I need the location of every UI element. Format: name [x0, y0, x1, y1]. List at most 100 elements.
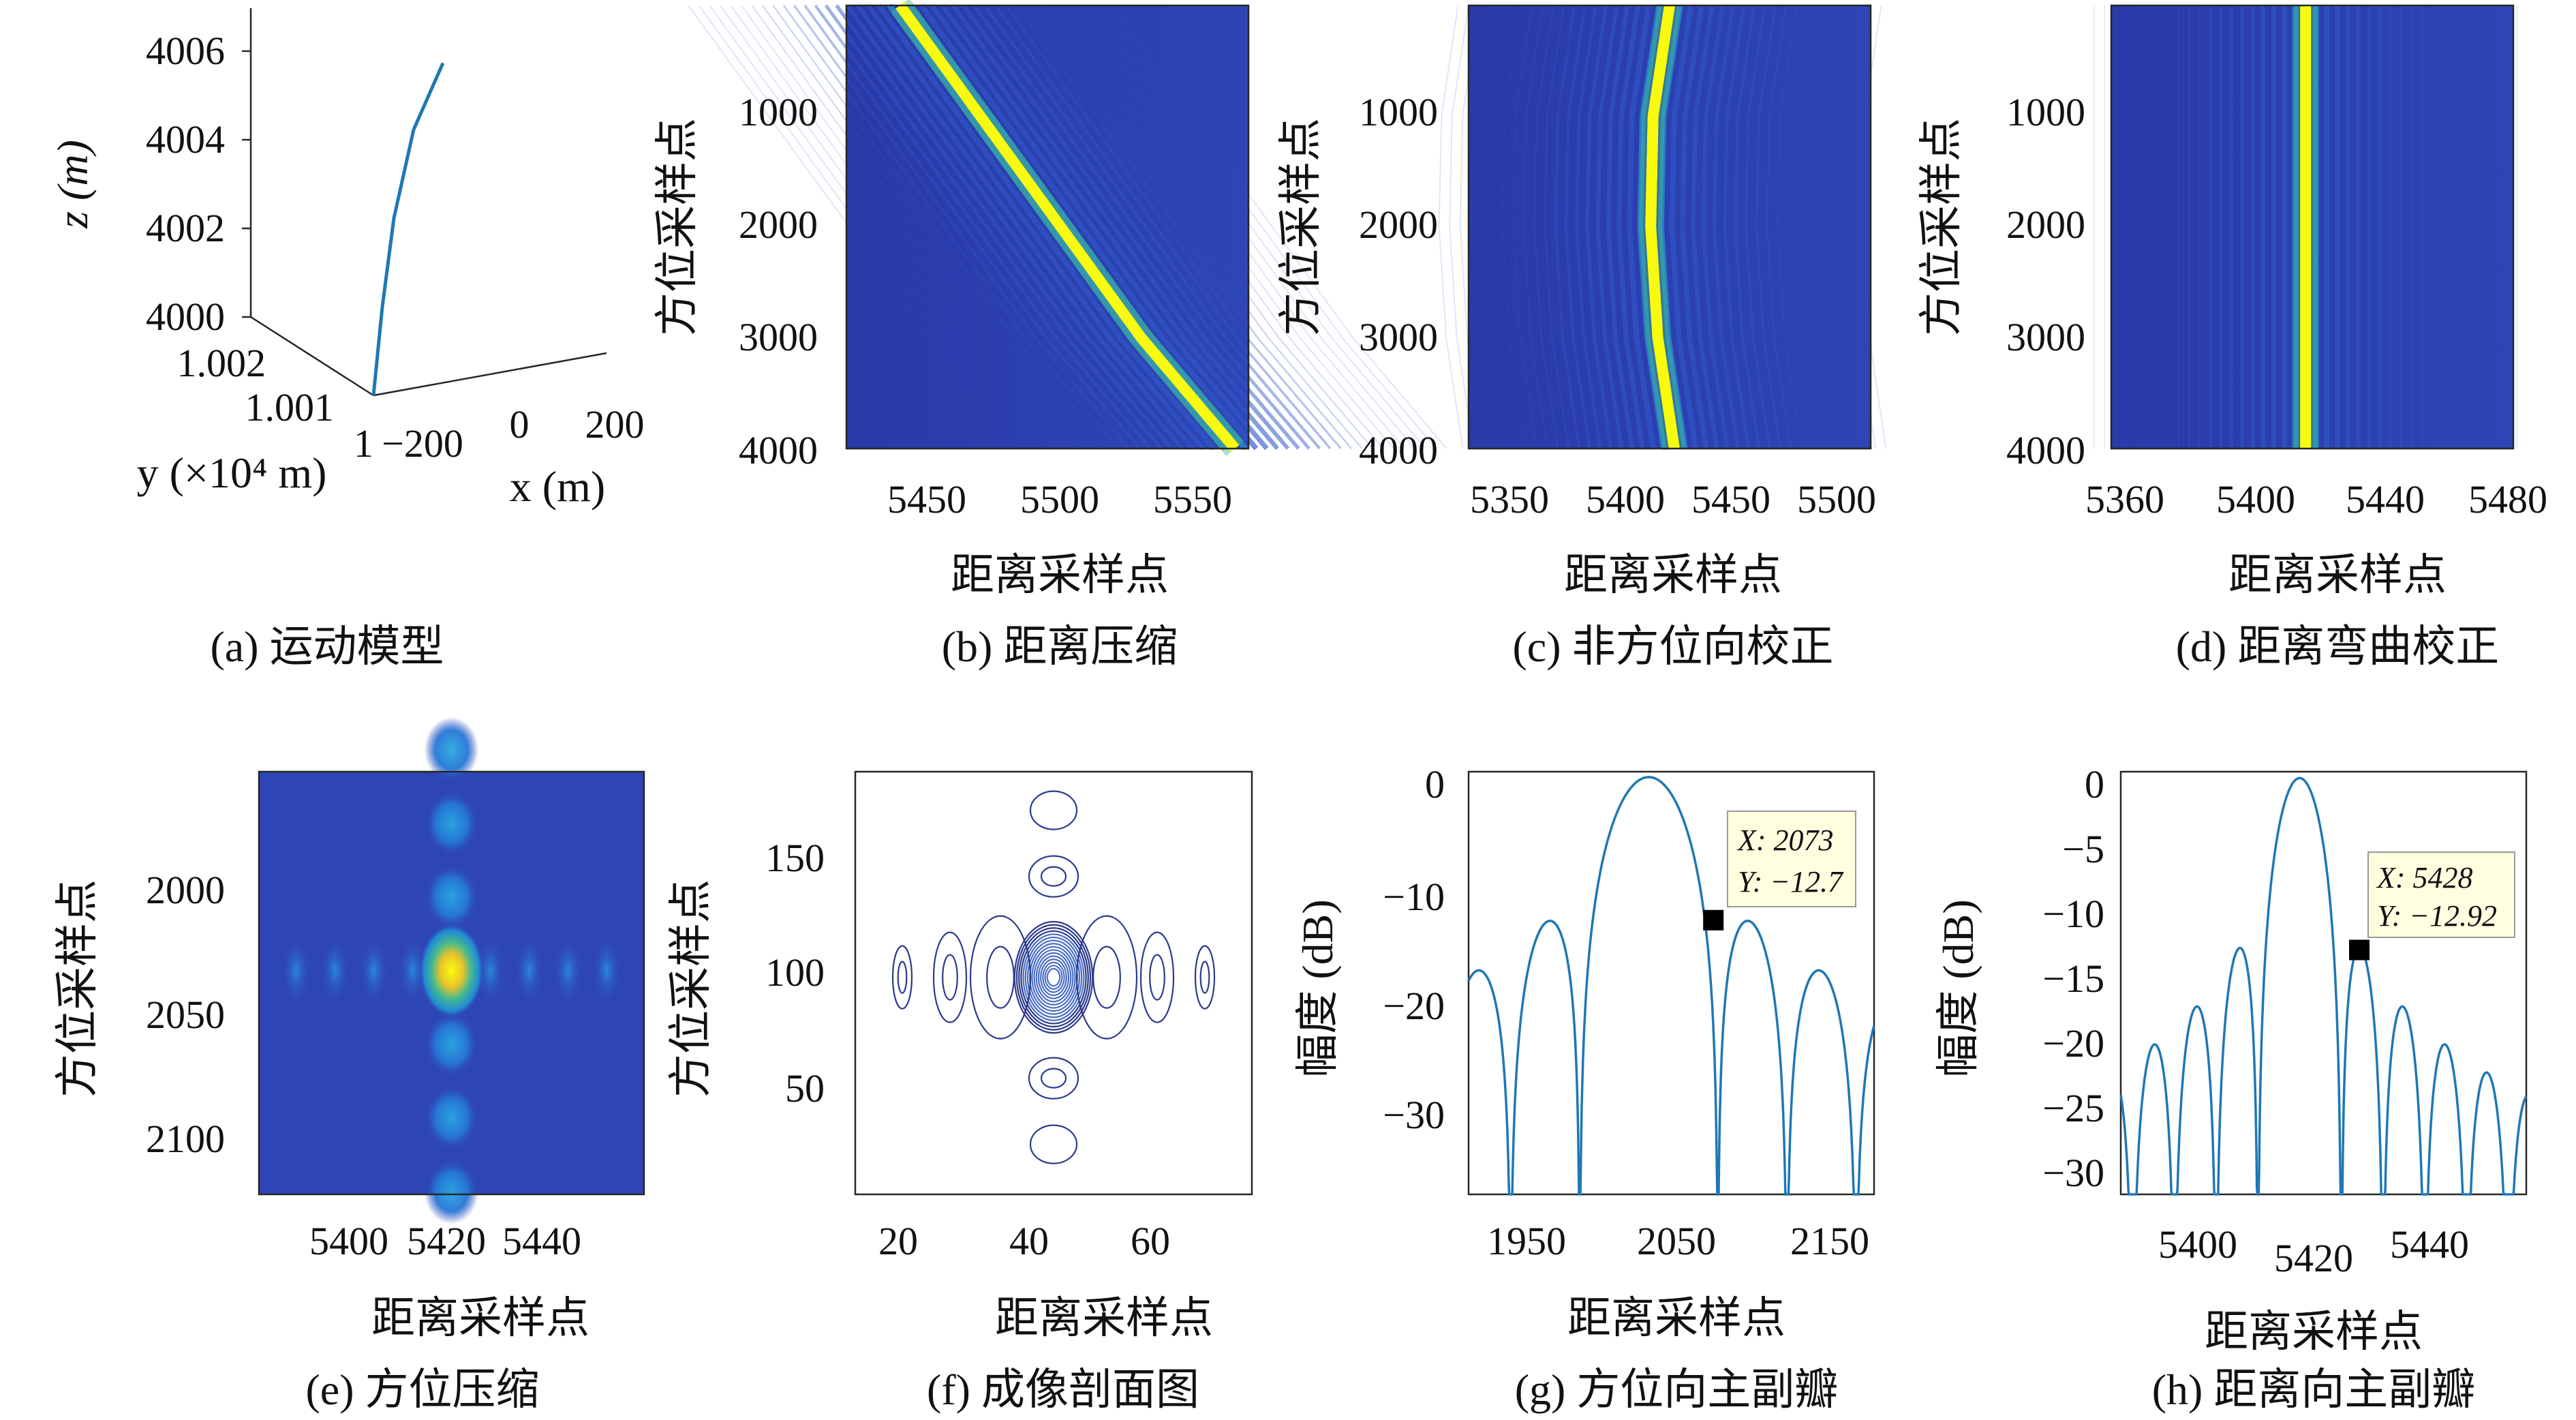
panel-g-xtick: 2050 — [1637, 1219, 1716, 1263]
panel-a-ytick: 1.002 — [177, 341, 266, 385]
panel-a-axes — [242, 8, 607, 397]
panel-b-sidelobe-stripe — [699, 5, 1034, 449]
panel-b-sidelobe-stripe — [794, 5, 1129, 449]
panel-b-sidelobe-stripe — [1080, 5, 1415, 449]
panel-c-target-trajectory — [1645, 4, 1680, 450]
panel-b-sidelobe-stripe — [879, 5, 1214, 449]
panel-g: X: 2073 Y: −12.7 0 −10 −20 −30 1950 2050… — [1293, 762, 1875, 1414]
panel-b-ytick: 2000 — [739, 202, 818, 247]
panel-e-range-sidelobe — [592, 935, 622, 1006]
panel-b-sidelobe-stripe — [964, 5, 1299, 449]
panel-f-azimuth-sidelobe-contour — [1029, 1124, 1078, 1164]
panel-c-sidelobe-stripe — [1577, 5, 1601, 449]
panel-f-azimuth-sidelobe-contour — [1028, 1057, 1079, 1100]
panel-b-sidelobe-stripe — [868, 5, 1203, 449]
panel-e-image-lobes — [281, 716, 622, 1224]
panel-f-range-sidelobe-contour — [1139, 931, 1175, 1023]
panel-h-xlabel: 距离采样点 — [2205, 1308, 2423, 1356]
panel-h-ylabel: 幅度 (dB) — [1934, 899, 1982, 1077]
panel-c-sidelobe-stripe — [1598, 5, 1622, 449]
panel-c-sidelobe-stripe — [1471, 5, 1494, 449]
panel-c-sidelobe-stripe — [1587, 5, 1611, 449]
panel-f-main-contour — [1037, 955, 1070, 999]
panel-a-trajectory — [371, 62, 445, 396]
panel-b: 1000 2000 3000 4000 5450 5500 5550 距离采样点… — [653, 0, 1447, 671]
panel-a-ytick: 1 — [354, 421, 373, 466]
panel-b-sidelobe-stripe — [1006, 5, 1341, 449]
panel-e-azimuth-sidelobe — [424, 1011, 479, 1077]
panel-f-main-contour — [1015, 924, 1092, 1031]
panel-f-main-contour — [1020, 930, 1087, 1025]
panel-b-sidelobe-stripe — [773, 5, 1108, 449]
panel-f-xtick: 20 — [878, 1219, 918, 1263]
panel-b-sidelobe-stripe — [985, 5, 1320, 449]
panel-c-sidelobe-stripe — [1450, 5, 1473, 449]
panel-g-xtick: 1950 — [1487, 1219, 1566, 1263]
panel-a-xtick: 0 — [510, 402, 530, 447]
panel-f-azimuth-sidelobe-contour — [1029, 790, 1078, 830]
panel-c-sidelobe-stripe — [1809, 5, 1833, 449]
panel-e-ytick: 2050 — [146, 993, 225, 1037]
panel-e-xtick: 5420 — [407, 1219, 486, 1263]
panel-a-ztick: 4004 — [146, 117, 225, 162]
panel-e-range-sidelobe — [358, 935, 389, 1006]
panel-e-xtick: 5400 — [309, 1219, 388, 1263]
panel-f-ytick: 100 — [765, 950, 825, 995]
panel-a-xtick: −200 — [382, 421, 463, 466]
panel-g-caption: (g) 方位向主副瓣 — [1515, 1365, 1839, 1414]
panel-c-sidelobe-stripe — [1735, 5, 1759, 449]
panel-c-sidelobe-stripe — [1534, 5, 1558, 449]
panel-c-xtick: 5400 — [1586, 477, 1665, 522]
panel-f-range-sidelobe-contour — [897, 961, 908, 994]
panel-b-sidelobe-stripe — [847, 5, 1182, 449]
panel-c-ytick: 1000 — [1359, 90, 1438, 134]
panel-e-caption: (e) 方位压缩 — [305, 1365, 539, 1414]
panel-c-sidelobe-stripe — [1778, 5, 1802, 449]
panel-b-sidelobe-stripe — [889, 5, 1225, 449]
panel-b-sidelobe-stripe — [1059, 5, 1394, 449]
panel-f-ytick: 50 — [785, 1066, 825, 1111]
panel-a-ylabel: y (×10⁴ m) — [137, 449, 327, 497]
panel-b-sidelobe-stripe — [953, 5, 1288, 449]
panel-g-ytick: −20 — [1383, 984, 1445, 1028]
panel-f-range-sidelobe-contour — [969, 915, 1032, 1040]
panel-b-sidelobe-stripe — [731, 5, 1066, 449]
panel-f-range-sidelobe-contour — [1149, 954, 1165, 1001]
panel-h-ytick: −10 — [2042, 892, 2104, 936]
panel-b-sidelobe-stripe — [1048, 5, 1383, 449]
panel-g-ytick: −30 — [1383, 1093, 1445, 1137]
panel-a-zlabel: z (m) — [48, 140, 97, 229]
panel-f-range-sidelobe-contour — [891, 945, 913, 1010]
panel-f-range-sidelobe-contour — [1075, 915, 1138, 1040]
panel-c-sidelobe-stripe — [1714, 5, 1738, 449]
panel-g-xtick: 2150 — [1790, 1219, 1869, 1263]
panel-f-xtick: 40 — [1009, 1219, 1049, 1263]
panel-c-sidelobe-stripe — [1629, 5, 1653, 449]
panel-b-target-trajectory — [895, 2, 1240, 453]
panel-c-ytick: 2000 — [1359, 202, 1438, 247]
panel-c-sidelobe-stripe — [1608, 5, 1632, 449]
panel-a-caption: (a) 运动模型 — [210, 622, 444, 671]
panel-f-main-contour — [1044, 965, 1063, 990]
panel-h-datatip-marker — [2349, 939, 2370, 961]
panel-b-xtick: 5550 — [1153, 477, 1232, 522]
panel-d-ytick: 4000 — [2006, 428, 2085, 472]
panel-g-datatip — [1727, 811, 1856, 907]
panel-b-sidelobe-stripe — [858, 5, 1193, 449]
panel-g-xlabel: 距离采样点 — [1567, 1294, 1785, 1342]
panel-f-main-contour — [1033, 949, 1074, 1006]
panel-e-range-sidelobe — [281, 935, 311, 1006]
panel-c-xtick: 5500 — [1797, 477, 1876, 522]
panel-b-sidelobe-stripe — [1038, 5, 1373, 449]
panel-c: 1000 2000 3000 4000 5350 5400 5450 5500 … — [1276, 3, 1886, 671]
panel-f-range-sidelobe-contour — [1194, 945, 1216, 1010]
panel-c-sidelobe-stripe — [1852, 5, 1875, 449]
panel-f-main-contour — [1031, 946, 1076, 1009]
panel-c-sidelobe-stripe — [1693, 5, 1717, 449]
panel-c-sidelobe-stripe — [1482, 5, 1505, 449]
panel-f-azimuth-sidelobe-contour — [1040, 1068, 1067, 1089]
panel-b-xtick: 5450 — [887, 477, 966, 522]
panel-c-sidelobe-stripe — [1566, 5, 1590, 449]
panel-b-sidelobe-stripe — [932, 5, 1267, 449]
panel-c-sidelobe-stripe — [1513, 5, 1537, 449]
